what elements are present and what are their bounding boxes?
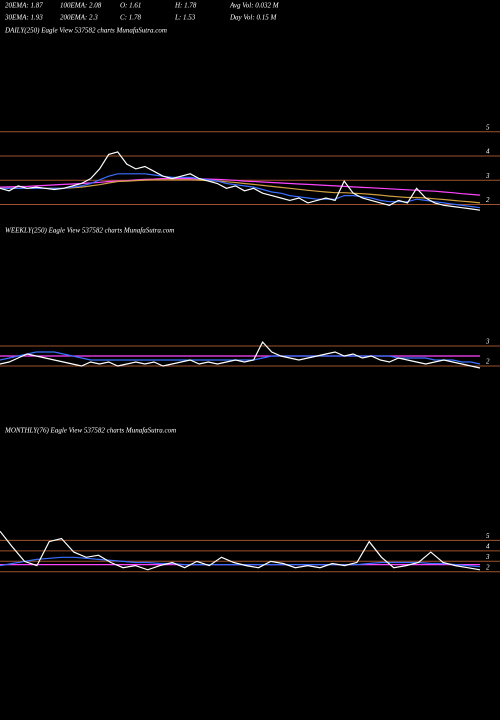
panel-title: WEEKLY(250) Eagle View 537582 charts Mun…	[5, 227, 174, 235]
price-line	[0, 173, 481, 209]
panel-title: DAILY(250) Eagle View 537582 charts Muna…	[4, 27, 167, 35]
header-item: O: 1.61	[120, 2, 141, 10]
y-tick-label: 2	[486, 563, 490, 571]
price-line	[0, 151, 481, 211]
header-item: Day Vol: 0.15 M	[229, 14, 277, 22]
header-item: H: 1.78	[174, 2, 197, 10]
price-line	[0, 351, 481, 365]
y-tick-label: 3	[485, 172, 490, 180]
y-tick-label: 2	[486, 358, 490, 366]
header-item: 100EMA: 2.08	[60, 2, 102, 10]
y-tick-label: 5	[486, 532, 490, 540]
price-line	[0, 179, 481, 204]
y-tick-label: 4	[486, 148, 490, 156]
price-line	[0, 340, 481, 369]
header-item: 30EMA: 1.93	[4, 14, 43, 22]
y-tick-label: 2	[486, 196, 490, 204]
y-tick-label: 3	[485, 553, 490, 561]
price-line	[0, 530, 481, 571]
header-item: Avg Vol: 0.032 M	[229, 2, 280, 10]
header-item: 200EMA: 2.3	[60, 14, 98, 22]
header-item: 20EMA: 1.87	[5, 2, 43, 10]
y-tick-label: 3	[485, 338, 490, 346]
header-item: L: 1.53	[174, 14, 196, 22]
y-tick-label: 4	[486, 542, 490, 550]
header-item: C: 1.78	[120, 14, 142, 22]
y-tick-label: 5	[486, 123, 490, 131]
panel-title: MONTHLY(76) Eagle View 537582 charts Mun…	[4, 427, 176, 435]
